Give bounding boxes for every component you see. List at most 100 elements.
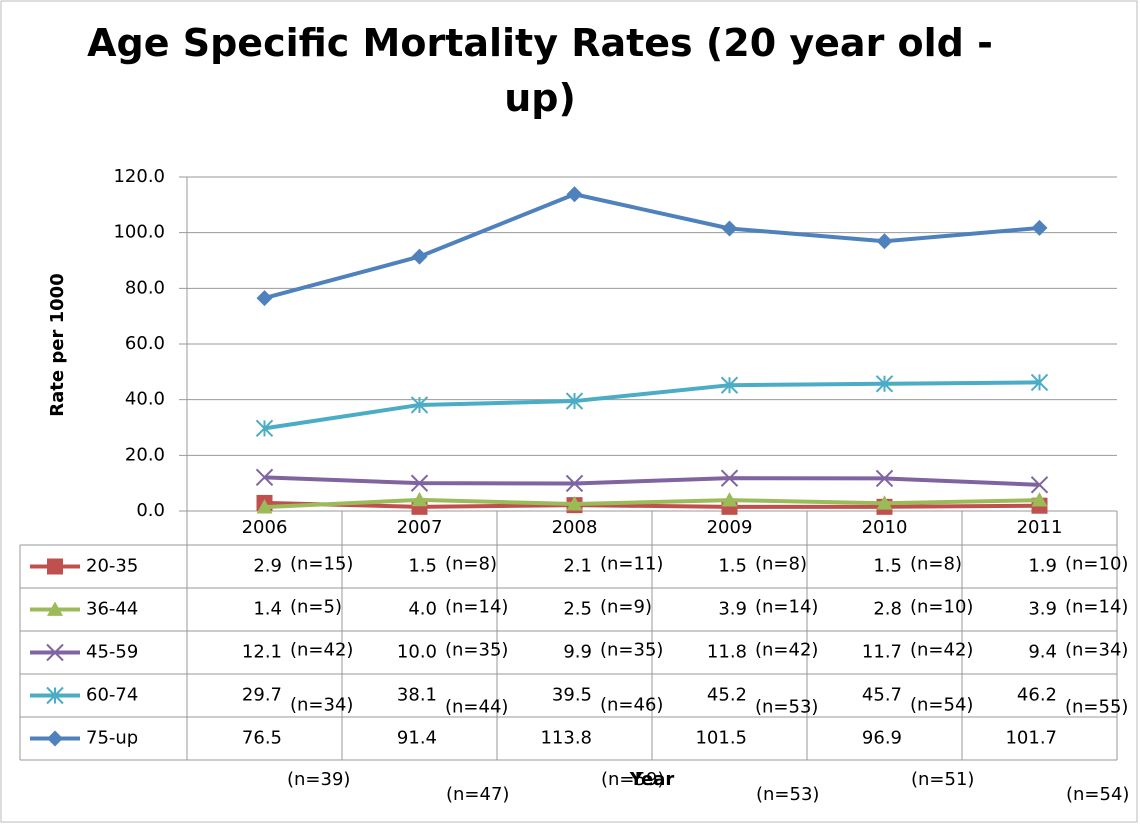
sample-size-label: (n=59)	[601, 769, 664, 790]
series-line	[264, 497, 1040, 510]
legend-marker	[46, 686, 64, 705]
marker	[255, 419, 274, 438]
marker	[411, 491, 428, 507]
legend-label: 36-44	[86, 599, 138, 620]
marker	[875, 469, 894, 488]
y-tick-label: 0.0	[136, 500, 165, 521]
data-label: 3.9	[1028, 599, 1057, 620]
x-tick-label: 2010	[862, 517, 908, 538]
sample-size-label: (n=53)	[756, 784, 819, 805]
sample-size-label: (n=42)	[910, 640, 973, 661]
data-label: 91.4	[397, 728, 437, 749]
legend-marker	[47, 558, 63, 575]
series-line	[264, 475, 1040, 487]
sample-size-label: (n=53)	[755, 697, 818, 718]
data-label: 12.1	[242, 642, 282, 663]
legend-label: 60-74	[86, 685, 138, 706]
marker	[720, 376, 739, 394]
marker	[410, 474, 429, 492]
marker	[1031, 219, 1048, 236]
sample-size-label: (n=14)	[755, 597, 818, 618]
data-label: 1.5	[408, 556, 437, 577]
data-label: 2.9	[253, 556, 282, 577]
marker	[565, 392, 584, 410]
data-label: 4.0	[408, 599, 437, 620]
sample-size-label: (n=8)	[755, 554, 807, 575]
legend-label: 45-59	[86, 642, 138, 663]
marker	[1030, 476, 1049, 494]
marker	[721, 492, 738, 507]
y-tick-label: 40.0	[125, 389, 165, 410]
sample-size-label: (n=54)	[1066, 784, 1129, 805]
data-label: 1.9	[1028, 556, 1057, 577]
y-axis-title: Rate per 1000	[47, 273, 68, 416]
data-label: 9.4	[1028, 642, 1057, 663]
marker	[565, 474, 584, 493]
data-label: 2.1	[563, 556, 592, 577]
data-label: 1.5	[873, 556, 902, 577]
sample-size-label: (n=15)	[290, 554, 353, 575]
data-label: 2.5	[563, 599, 592, 620]
data-label: 76.5	[242, 728, 282, 749]
y-tick-label: 120.0	[113, 166, 165, 187]
sample-size-label: (n=11)	[600, 554, 663, 575]
y-tick-label: 100.0	[113, 222, 165, 243]
sample-size-label: (n=8)	[445, 554, 497, 575]
x-tick-label: 2008	[552, 517, 598, 538]
sample-size-label: (n=8)	[910, 554, 962, 575]
sample-size-label: (n=51)	[911, 769, 974, 790]
sample-size-label: (n=42)	[290, 640, 353, 661]
sample-size-label: (n=44)	[445, 697, 508, 718]
data-label: 11.7	[862, 642, 902, 663]
series-line	[264, 500, 1040, 509]
marker	[256, 290, 273, 307]
sample-size-label: (n=10)	[910, 597, 973, 618]
marker	[566, 496, 583, 511]
data-label: 45.2	[707, 685, 747, 706]
marker	[721, 220, 738, 237]
marker	[411, 248, 428, 265]
sample-size-label: (n=54)	[910, 695, 973, 716]
marker	[1030, 373, 1049, 392]
data-label: 39.5	[552, 685, 592, 706]
legend-label: 75-up	[86, 728, 138, 749]
sample-size-label: (n=14)	[445, 597, 508, 618]
sample-size-label: (n=9)	[600, 597, 652, 618]
sample-size-label: (n=10)	[1065, 554, 1128, 575]
sample-size-label: (n=55)	[1065, 697, 1128, 718]
series-line	[264, 380, 1040, 431]
data-label: 3.9	[718, 599, 747, 620]
y-tick-label: 20.0	[125, 444, 165, 465]
marker	[256, 499, 273, 514]
sample-size-label: (n=5)	[290, 597, 342, 618]
marker	[410, 396, 429, 414]
sample-size-label: (n=34)	[290, 695, 353, 716]
data-label: 101.5	[695, 728, 747, 749]
x-axis-title: Year	[629, 769, 675, 790]
marker	[720, 469, 739, 487]
data-label: 11.8	[707, 642, 747, 663]
sample-size-label: (n=35)	[445, 640, 508, 661]
legend-marker	[47, 730, 63, 747]
marker	[1031, 492, 1048, 507]
x-tick-label: 2009	[707, 517, 753, 538]
legend-label: 20-35	[86, 556, 138, 577]
data-label: 10.0	[397, 642, 437, 663]
chart-title: Age Specific Mortality Rates (20 year ol…	[87, 21, 993, 120]
y-tick-label: 80.0	[125, 277, 165, 298]
data-label: 2.8	[873, 599, 902, 620]
data-label: 101.7	[1005, 728, 1057, 749]
x-tick-label: 2011	[1017, 517, 1063, 538]
x-tick-label: 2006	[242, 517, 288, 538]
marker	[876, 495, 893, 510]
marker	[255, 468, 274, 487]
series-line	[263, 192, 1040, 301]
sample-size-label: (n=14)	[1065, 597, 1128, 618]
marker	[876, 233, 893, 250]
sample-size-label: (n=46)	[600, 695, 663, 716]
data-label: 45.7	[862, 685, 902, 706]
data-label: 38.1	[397, 685, 437, 706]
data-label: 96.9	[862, 728, 902, 749]
legend-marker	[47, 601, 63, 616]
